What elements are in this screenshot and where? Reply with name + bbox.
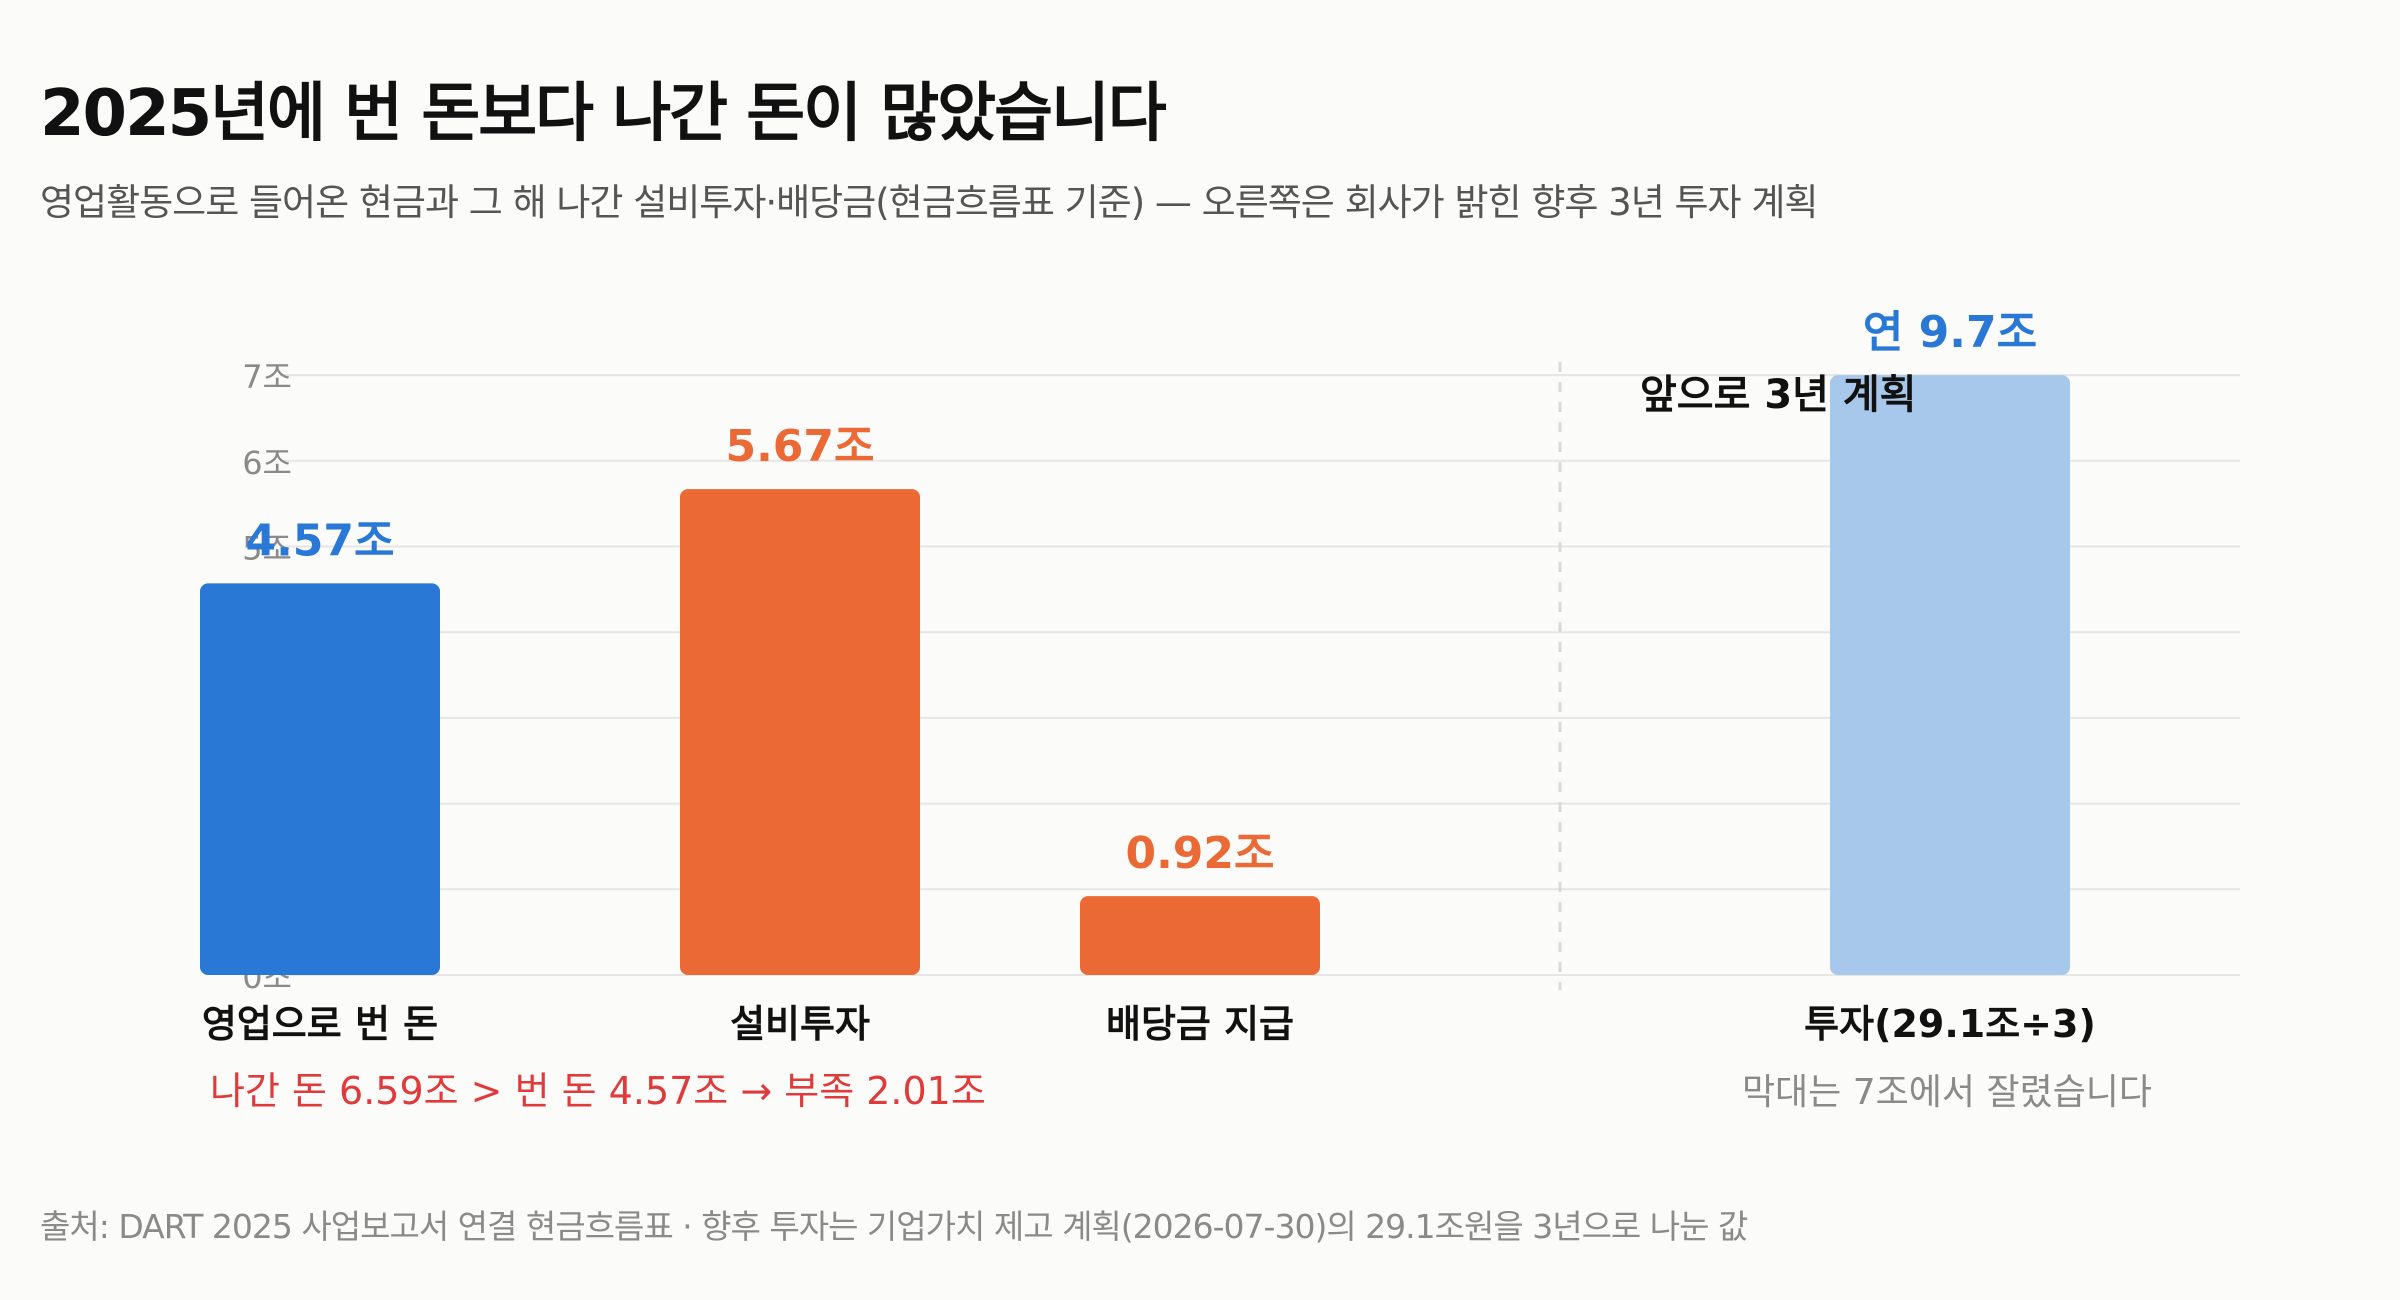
chart-title: 2025년에 번 돈보다 나간 돈이 많았습니다 [40, 77, 1167, 151]
source-note: 출처: DART 2025 사업보고서 연결 현금흐름표 · 향후 투자는 기업… [40, 1207, 1748, 1246]
bar [680, 489, 920, 975]
category-labels-layer: 영업으로 번 돈 설비투자 배당금 지급 투자(29.1조÷3) [202, 1002, 2096, 1046]
category-label: 배당금 지급 [1106, 1002, 1294, 1046]
chart-subtitle: 영업활동으로 들어온 현금과 그 해 나간 설비투자·배당금(현금흐름표 기준)… [40, 181, 1818, 224]
y-tick-label: 7조 [242, 358, 292, 396]
bars-layer [200, 375, 2070, 976]
bar [1830, 375, 2070, 976]
deficit-note: 나간 돈 6.59조 > 번 돈 4.57조 → 부족 2.01조 [210, 1069, 986, 1113]
bar [200, 583, 440, 975]
data-labels-layer: 4.57조 5.67조 0.92조 연 9.7조 [245, 307, 2037, 879]
clip-note: 막대는 7조에서 잘렸습니다 [1742, 1072, 2152, 1113]
y-tick-label: 6조 [242, 444, 292, 482]
data-label: 0.92조 [1125, 828, 1274, 879]
data-label: 연 9.7조 [1863, 307, 2037, 358]
plan-header: 앞으로 3년 계획 [1640, 372, 1916, 418]
data-label: 4.57조 [245, 515, 394, 566]
y-tick-label: 5조 [242, 530, 292, 568]
data-label: 5.67조 [725, 421, 874, 472]
category-label: 투자(29.1조÷3) [1804, 1002, 2096, 1046]
category-label: 설비투자 [730, 1002, 870, 1046]
category-label: 영업으로 번 돈 [202, 1002, 438, 1046]
bar [1080, 896, 1320, 975]
